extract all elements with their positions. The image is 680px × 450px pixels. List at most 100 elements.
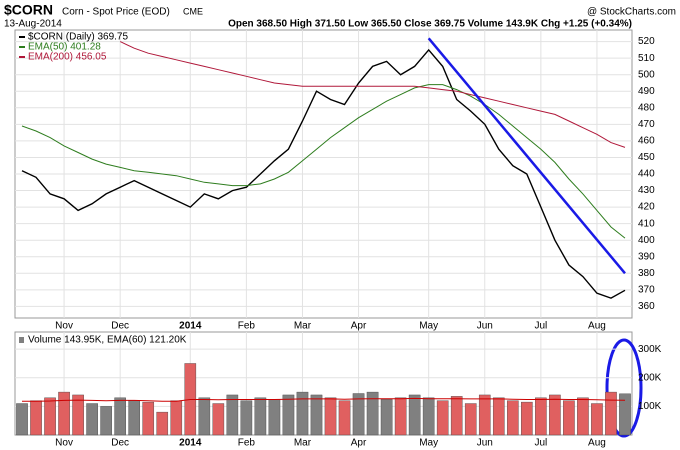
volume-bar	[114, 397, 126, 436]
x-tick-label: Aug	[588, 321, 606, 332]
volume-bar	[128, 400, 141, 436]
volume-bar	[198, 397, 211, 436]
x-tick-label: Jun	[477, 438, 493, 449]
legend-label: EMA(200) 456.05	[28, 52, 107, 63]
volume-bar	[549, 394, 561, 436]
chart-subtitle: Corn - Spot Price (EOD)	[62, 7, 170, 18]
x-tick-label: 2014	[179, 321, 202, 332]
x-tick-label: Jul	[534, 321, 547, 332]
date: 13-Aug-2014	[4, 19, 62, 30]
source: @ StockCharts.com	[587, 7, 676, 18]
price-line	[21, 48, 626, 299]
volume-bar	[506, 400, 519, 436]
y-tick-label: 440	[638, 169, 655, 180]
volume-bar	[605, 391, 617, 436]
y-tick-label: 380	[638, 268, 655, 279]
x-tick-label: Mar	[294, 438, 312, 449]
ema-line	[119, 41, 626, 148]
y-tick-label: 500	[638, 69, 655, 80]
legend-label: EMA(50) 401.28	[28, 42, 101, 53]
volume-bar	[535, 397, 547, 436]
x-tick-label: Feb	[238, 321, 256, 332]
x-tick-label: May	[419, 321, 438, 332]
y-tick-label: 400	[638, 235, 655, 246]
volume-bar	[240, 400, 253, 436]
volume-bar	[366, 391, 379, 436]
y-tick-label: 200K	[638, 372, 662, 383]
volume-bar	[268, 399, 281, 436]
volume-bar	[30, 400, 42, 436]
volume-bar	[156, 411, 169, 436]
y-tick-label: 510	[638, 53, 655, 64]
x-tick-label: Feb	[238, 438, 256, 449]
legend-label: $CORN (Daily) 369.75	[28, 32, 128, 43]
exchange: CME	[183, 6, 203, 16]
x-tick-label: Aug	[588, 438, 606, 449]
x-tick-label: Nov	[55, 321, 73, 332]
y-tick-label: 450	[638, 152, 655, 163]
chart-title: $CORN	[4, 2, 53, 18]
volume-bar	[324, 397, 337, 436]
y-tick-label: 460	[638, 136, 655, 147]
x-tick-label: Apr	[351, 321, 367, 332]
volume-bar	[521, 401, 533, 436]
volume-bar	[58, 391, 70, 436]
x-tick-label: 2014	[179, 438, 202, 449]
volume-bar	[282, 394, 295, 436]
quote: Open 368.50 High 371.50 Low 365.50 Close…	[228, 19, 632, 30]
volume-bar	[86, 403, 98, 436]
x-tick-label: Nov	[55, 438, 73, 449]
x-tick-label: May	[419, 438, 438, 449]
volume-bar	[577, 397, 589, 436]
y-tick-label: 420	[638, 202, 655, 213]
highlight-ellipse	[605, 338, 643, 438]
volume-bar	[563, 400, 575, 436]
volume-bar	[408, 394, 421, 436]
y-tick-label: 360	[638, 301, 655, 312]
x-tick-label: Jul	[534, 438, 547, 449]
y-tick-label: 370	[638, 285, 655, 296]
volume-bar	[450, 396, 463, 436]
legend-swatch	[19, 337, 24, 343]
y-tick-label: 430	[638, 185, 655, 196]
volume-bar	[100, 406, 112, 436]
y-tick-label: 520	[638, 36, 655, 47]
x-tick-label: Mar	[294, 321, 312, 332]
volume-bar	[591, 403, 603, 436]
volume-ema-line	[22, 397, 626, 402]
volume-bar	[394, 397, 407, 436]
volume-bar	[142, 401, 155, 436]
volume-panel	[14, 331, 633, 436]
volume-bar	[16, 403, 28, 436]
volume-bar	[619, 393, 631, 436]
y-tick-label: 100K	[638, 401, 662, 412]
volume-bar	[212, 403, 225, 436]
y-tick-label: 410	[638, 218, 655, 229]
volume-bar	[422, 397, 435, 436]
y-tick-label: 300K	[638, 344, 662, 355]
volume-bar	[44, 397, 56, 436]
y-tick-label: 390	[638, 251, 655, 262]
x-tick-label: Apr	[351, 438, 367, 449]
volume-bar	[254, 397, 267, 436]
volume-bar	[72, 394, 84, 436]
volume-bar	[464, 403, 477, 436]
y-tick-label: 490	[638, 86, 655, 97]
volume-bar	[492, 397, 505, 436]
volume-bar	[352, 393, 365, 436]
trendline	[427, 37, 626, 275]
volume-bar	[170, 400, 183, 436]
x-tick-label: Dec	[111, 321, 129, 332]
x-tick-label: Dec	[111, 438, 129, 449]
legend-label: Volume 143.95K, EMA(60) 121.20K	[28, 335, 187, 346]
volume-bar	[296, 391, 309, 436]
volume-bar	[478, 394, 491, 436]
volume-bar	[436, 400, 449, 436]
volume-bar	[380, 399, 393, 436]
volume-bar	[338, 400, 351, 436]
x-tick-label: Jun	[477, 321, 493, 332]
volume-bar	[310, 394, 323, 436]
volume-bar	[226, 394, 239, 436]
y-tick-label: 480	[638, 102, 655, 113]
